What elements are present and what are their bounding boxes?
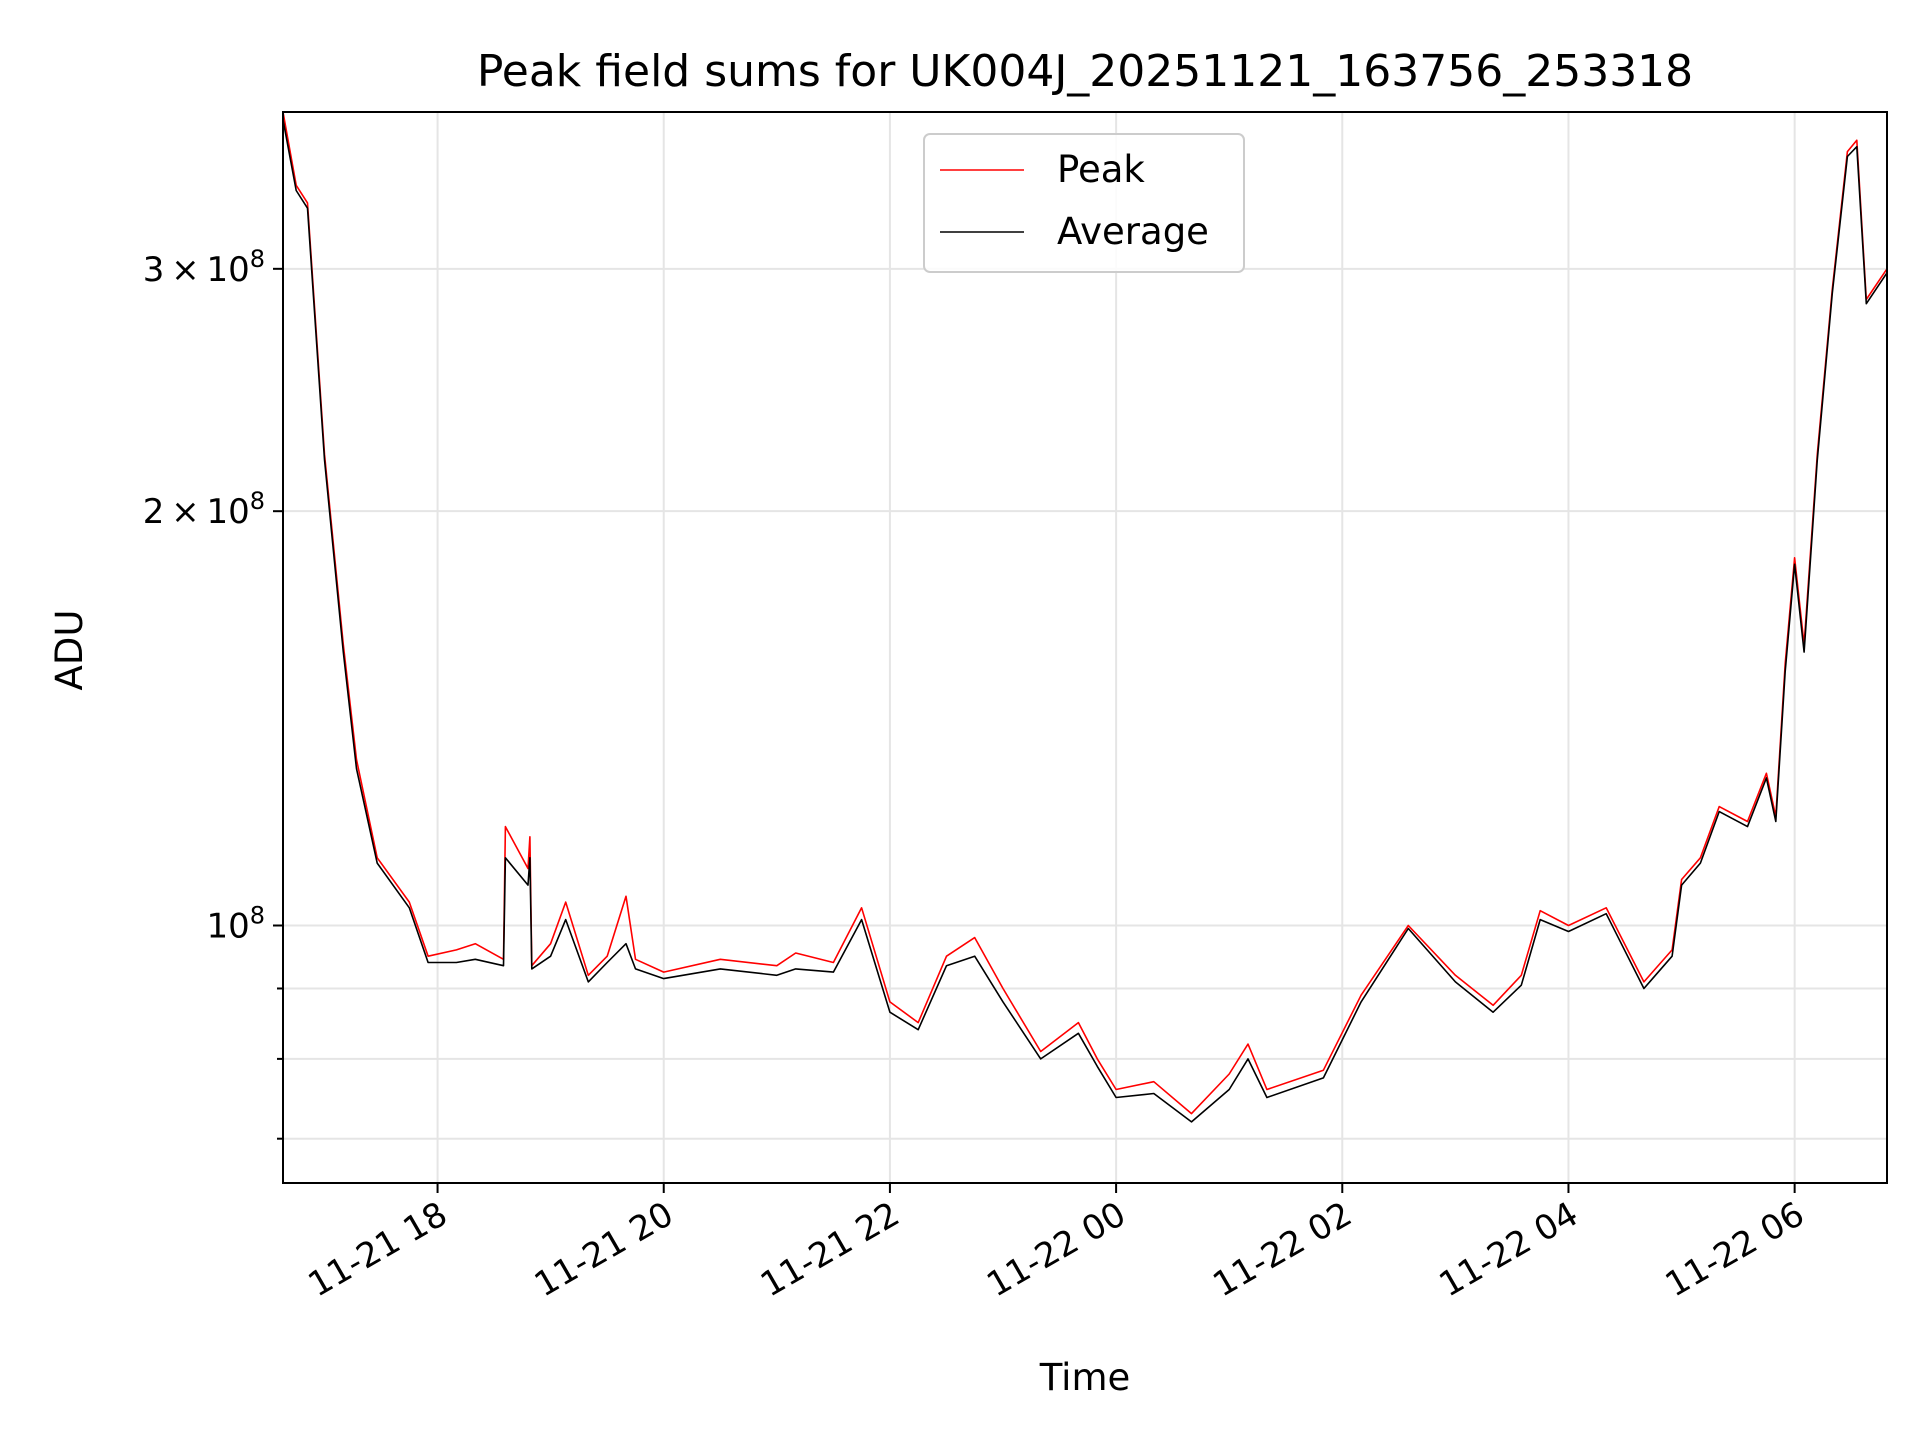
- y-tick-label: 108: [206, 902, 265, 947]
- x-axis-title: Time: [1039, 1356, 1131, 1399]
- chart-title: Peak field sums for UK004J_20251121_1637…: [477, 46, 1693, 97]
- plot-series: [282, 111, 1888, 1123]
- legend: Peak Average: [923, 133, 1245, 273]
- y-tick-label: 2 × 108: [143, 487, 265, 532]
- y-tick-label: 3 × 108: [143, 245, 265, 290]
- legend-peak-label: Peak: [1057, 148, 1145, 191]
- plot-frame: [282, 111, 1888, 1184]
- series-line-average: [282, 119, 1888, 1123]
- legend-average-label: Average: [1057, 210, 1209, 253]
- y-axis-title: ADU: [48, 610, 91, 691]
- legend-box: [923, 133, 1245, 273]
